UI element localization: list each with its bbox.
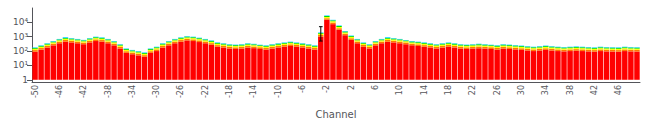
svg-text:Channel: Channel	[315, 109, 356, 120]
svg-text:-46: -46	[55, 85, 64, 98]
svg-text:10¹: 10¹	[13, 60, 28, 70]
svg-text:46: 46	[614, 85, 623, 95]
svg-text:6: 6	[371, 85, 380, 90]
svg-text:22: 22	[468, 85, 477, 95]
svg-text:30: 30	[517, 85, 526, 95]
svg-text:-30: -30	[152, 85, 161, 98]
svg-text:-50: -50	[31, 85, 40, 98]
svg-text:26: 26	[493, 85, 502, 95]
svg-text:10⁴: 10⁴	[13, 17, 28, 27]
svg-text:-26: -26	[176, 85, 185, 98]
svg-text:38: 38	[566, 85, 575, 95]
svg-text:-38: -38	[104, 85, 113, 98]
svg-text:1: 1	[22, 75, 28, 85]
svg-text:10²: 10²	[13, 46, 28, 56]
svg-text:-22: -22	[201, 85, 210, 98]
svg-text:10: 10	[395, 85, 404, 95]
svg-text:-2: -2	[322, 85, 331, 93]
svg-text:42: 42	[590, 85, 599, 95]
svg-text:-14: -14	[249, 85, 258, 98]
svg-text:2: 2	[347, 85, 356, 90]
svg-text:10³: 10³	[13, 32, 28, 42]
svg-text:18: 18	[444, 85, 453, 95]
svg-text:-34: -34	[128, 85, 137, 98]
svg-text:-42: -42	[79, 85, 88, 98]
svg-text:-6: -6	[298, 85, 307, 93]
svg-text:-10: -10	[274, 85, 283, 98]
svg-text:14: 14	[420, 85, 429, 95]
svg-text:-18: -18	[225, 85, 234, 98]
svg-text:34: 34	[541, 85, 550, 95]
